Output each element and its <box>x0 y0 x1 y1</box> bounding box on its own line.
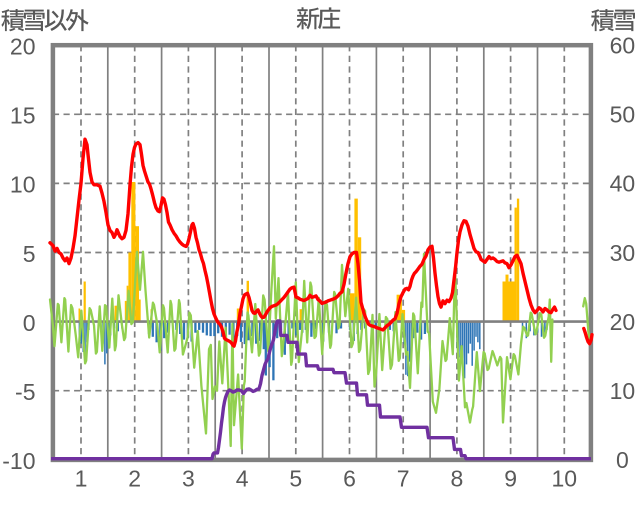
svg-text:-5: -5 <box>15 379 35 405</box>
svg-text:50: 50 <box>610 102 636 128</box>
svg-text:7: 7 <box>397 466 410 492</box>
svg-text:3: 3 <box>182 466 195 492</box>
svg-text:10: 10 <box>552 466 578 492</box>
svg-text:9: 9 <box>504 466 517 492</box>
svg-text:20: 20 <box>610 309 636 335</box>
svg-text:40: 40 <box>610 171 636 197</box>
svg-text:60: 60 <box>610 33 636 59</box>
svg-text:15: 15 <box>10 103 36 129</box>
svg-text:0: 0 <box>23 310 36 336</box>
svg-text:8: 8 <box>451 466 464 492</box>
svg-text:6: 6 <box>343 466 356 492</box>
svg-text:-10: -10 <box>2 448 35 474</box>
svg-text:4: 4 <box>236 466 249 492</box>
svg-text:5: 5 <box>289 466 302 492</box>
svg-text:5: 5 <box>23 241 36 267</box>
svg-text:20: 20 <box>10 34 36 60</box>
svg-text:1: 1 <box>75 466 88 492</box>
svg-text:10: 10 <box>10 172 36 198</box>
svg-text:10: 10 <box>610 378 636 404</box>
svg-text:2: 2 <box>128 466 141 492</box>
svg-text:30: 30 <box>610 240 636 266</box>
svg-text:0: 0 <box>616 447 629 473</box>
